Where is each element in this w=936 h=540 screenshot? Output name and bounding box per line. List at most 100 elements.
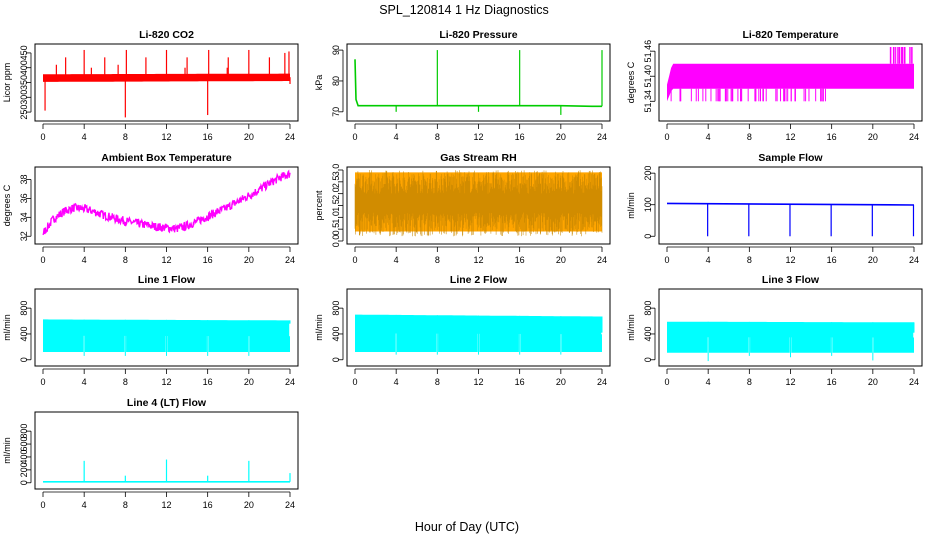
x-tick-label: 8 xyxy=(747,255,752,265)
x-tick-label: 24 xyxy=(597,255,607,265)
x-tick-label: 20 xyxy=(556,377,566,387)
data-line xyxy=(42,76,291,79)
chart-panel-2: Li-820 Pressure 0 4 8 12 16 20 24 70 80 90 kPa xyxy=(314,29,611,142)
chart-panel-7: Line 1 Flow 0 4 8 12 16 20 24 0 400 800 ml/min xyxy=(2,274,299,387)
y-tick-label: 0.5 xyxy=(331,223,341,236)
x-tick-label: 8 xyxy=(435,132,440,142)
x-tick-label: 12 xyxy=(785,132,795,142)
y-axis-label: Licor ppm xyxy=(2,63,12,103)
x-tick-label: 4 xyxy=(394,132,399,142)
x-tick-label: 4 xyxy=(394,377,399,387)
x-tick-label: 20 xyxy=(244,377,254,387)
x-tick-label: 24 xyxy=(285,132,295,142)
y-tick-label: 350 xyxy=(19,75,29,90)
y-tick-label: 400 xyxy=(19,60,29,75)
y-tick-label: 800 xyxy=(331,301,341,316)
y-tick-label: 200 xyxy=(643,166,653,181)
x-tick-label: 4 xyxy=(82,132,87,142)
y-tick-label: 36 xyxy=(19,193,29,203)
x-tick-label: 24 xyxy=(909,255,919,265)
panel-title: Li-820 Pressure xyxy=(439,29,517,41)
x-tick-label: 24 xyxy=(909,377,919,387)
y-tick-label: 100 xyxy=(643,197,653,212)
x-tick-label: 12 xyxy=(161,377,171,387)
y-tick-label: 51.46 xyxy=(643,40,653,63)
series-group xyxy=(355,314,603,355)
x-tick-label: 16 xyxy=(203,255,213,265)
panel-title: Line 3 Flow xyxy=(762,274,820,286)
x-tick-label: 8 xyxy=(123,132,128,142)
x-tick-label: 8 xyxy=(747,377,752,387)
y-tick-label: 2.5 xyxy=(331,176,341,189)
y-tick-label: 38 xyxy=(19,174,29,184)
x-tick-label: 0 xyxy=(40,500,45,510)
panel-title: Line 1 Flow xyxy=(138,274,196,286)
x-tick-label: 20 xyxy=(868,255,878,265)
x-tick-label: 12 xyxy=(785,377,795,387)
x-tick-label: 16 xyxy=(203,132,213,142)
x-tick-label: 8 xyxy=(123,377,128,387)
y-tick-label: 200 xyxy=(19,462,29,477)
y-tick-label: 51.34 xyxy=(643,90,653,113)
x-tick-label: 20 xyxy=(556,255,566,265)
x-tick-label: 16 xyxy=(515,377,525,387)
y-axis-label: ml/min xyxy=(626,314,636,341)
y-axis-label: percent xyxy=(314,190,324,221)
panel-title: Line 2 Flow xyxy=(450,274,508,286)
series-group xyxy=(43,319,291,356)
x-tick-label: 4 xyxy=(706,377,711,387)
y-tick-label: 0 xyxy=(643,234,653,239)
series-group xyxy=(43,459,291,483)
y-axis-label: ml/min xyxy=(314,314,324,341)
y-axis-label: ml/min xyxy=(2,314,12,341)
chart-panel-3: Li-820 Temperature 0 4 8 12 16 20 24 51.34 51.40 5… xyxy=(626,29,923,142)
x-tick-label: 4 xyxy=(394,255,399,265)
y-axis-label: ml/min xyxy=(2,437,12,464)
x-tick-label: 12 xyxy=(161,132,171,142)
x-tick-label: 0 xyxy=(664,255,669,265)
panel-title: Line 4 (LT) Flow xyxy=(127,397,207,409)
x-tick-label: 0 xyxy=(664,377,669,387)
series-group xyxy=(667,321,915,362)
series-group xyxy=(42,169,291,236)
x-tick-label: 12 xyxy=(785,255,795,265)
x-tick-label: 24 xyxy=(909,132,919,142)
x-tick-label: 8 xyxy=(747,132,752,142)
panel-title: Gas Stream RH xyxy=(440,152,516,164)
chart-panel-10: Line 4 (LT) Flow 0 4 8 12 16 20 24 0 200400600800… xyxy=(2,397,299,510)
x-tick-label: 16 xyxy=(827,255,837,265)
chart-panel-6: Sample Flow 0 4 8 12 16 20 24 0 100 200 ml/min xyxy=(626,152,923,265)
x-tick-label: 20 xyxy=(244,132,254,142)
x-tick-label: 16 xyxy=(515,132,525,142)
x-tick-label: 0 xyxy=(40,132,45,142)
plot-frame xyxy=(34,43,299,122)
series-group xyxy=(667,47,914,102)
data-hatch xyxy=(354,170,603,237)
plot-frame xyxy=(346,288,611,367)
x-tick-label: 4 xyxy=(82,255,87,265)
y-tick-label: 3.0 xyxy=(331,164,341,177)
y-tick-label: 2.0 xyxy=(331,187,341,200)
plot-frame xyxy=(658,288,923,367)
x-tick-label: 16 xyxy=(203,500,213,510)
x-tick-label: 12 xyxy=(473,132,483,142)
panel-title: Ambient Box Temperature xyxy=(101,152,232,164)
data-band xyxy=(667,63,914,102)
series-group xyxy=(42,49,291,118)
y-tick-label: 400 xyxy=(19,326,29,341)
y-tick-label: 70 xyxy=(331,107,341,117)
x-tick-label: 8 xyxy=(123,255,128,265)
x-tick-label: 12 xyxy=(161,500,171,510)
y-tick-label: 250 xyxy=(19,105,29,120)
y-tick-label: 800 xyxy=(643,301,653,316)
y-tick-label: 32 xyxy=(19,231,29,241)
x-tick-label: 24 xyxy=(597,132,607,142)
plot-frame xyxy=(34,166,299,245)
y-axis-label: kPa xyxy=(314,75,324,91)
figure-xlabel: Hour of Day (UTC) xyxy=(415,520,519,534)
chart-panel-4: Ambient Box Temperature 0 4 8 12 16 20 24 32 34 36… xyxy=(2,152,299,265)
y-tick-label: 51.40 xyxy=(643,65,653,88)
plot-frame xyxy=(34,411,299,490)
series-group xyxy=(354,50,603,115)
